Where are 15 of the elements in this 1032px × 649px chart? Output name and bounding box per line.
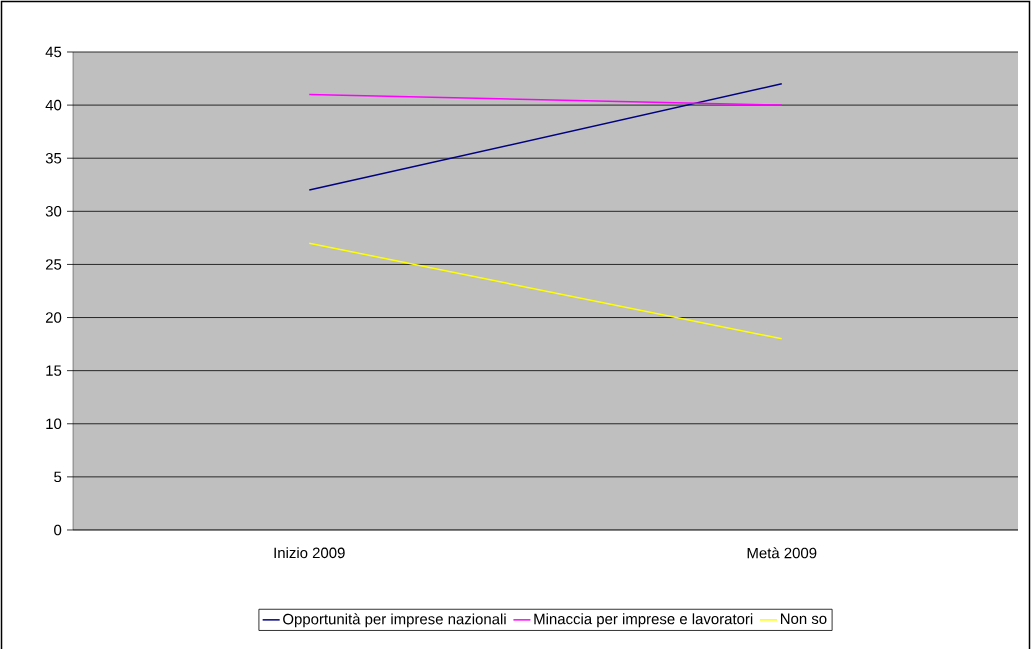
x-tick-label: Metà 2009 [747, 547, 817, 559]
y-tick-label: 35 [45, 152, 62, 164]
y-tick-label: 10 [46, 418, 62, 430]
y-tick-label: 45 [45, 46, 62, 58]
y-tick-label: 20 [45, 312, 62, 323]
legend-label: Minaccia per imprese e lavoratori [534, 613, 753, 628]
y-tick-label: 0 [54, 524, 62, 536]
legend-label: Non so [780, 613, 827, 625]
y-tick-label: 25 [45, 259, 62, 270]
y-tick-label: 40 [45, 99, 62, 111]
x-tick-label: Inizio 2009 [274, 547, 345, 559]
y-tick-label: 30 [45, 206, 62, 217]
y-tick-label: 15 [46, 365, 62, 376]
y-tick-label: 5 [54, 471, 62, 483]
legend-label: Opportunità per imprese nazionali [283, 613, 506, 628]
